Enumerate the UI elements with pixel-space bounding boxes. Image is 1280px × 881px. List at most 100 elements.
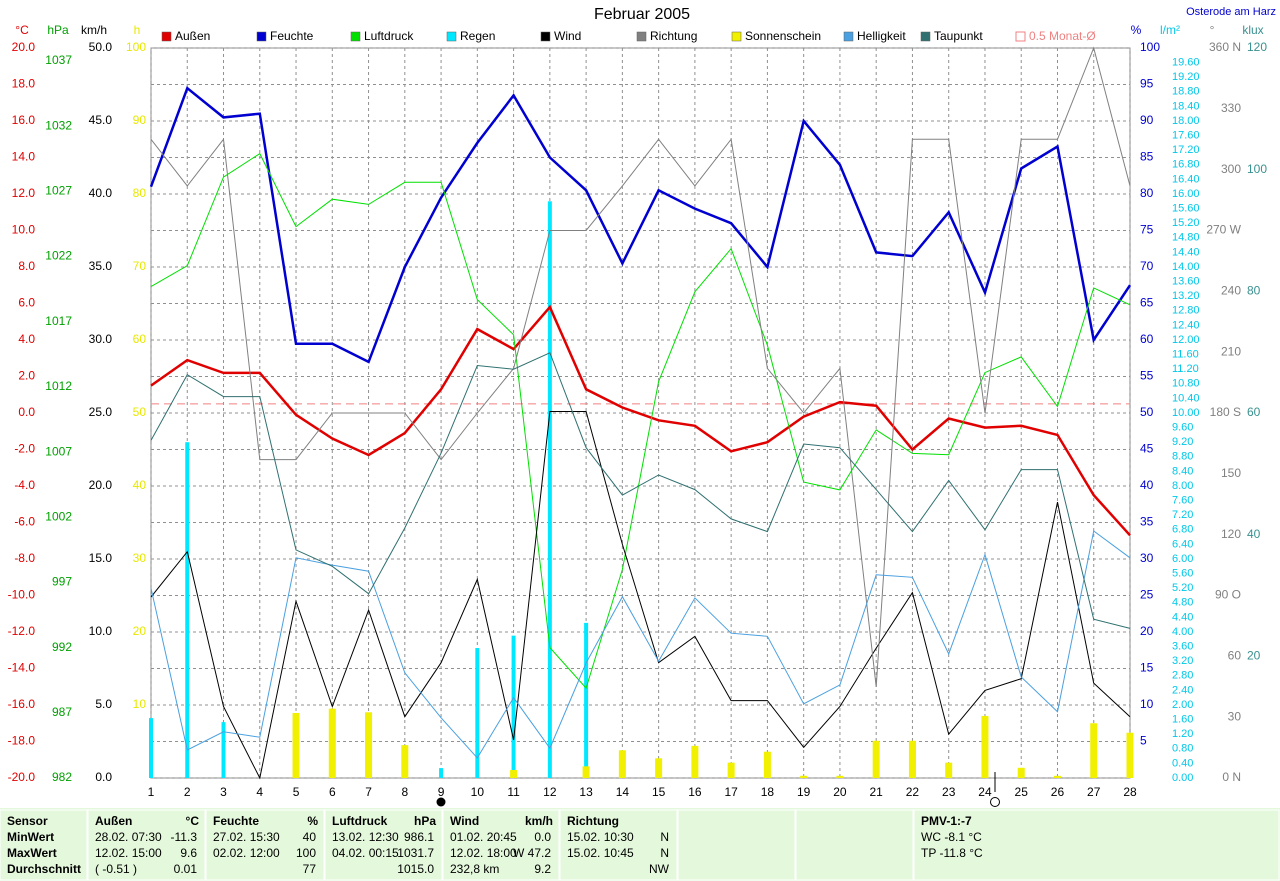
y-tick-label: 19.20	[1172, 71, 1200, 83]
table-header: Richtung	[567, 814, 619, 828]
y-tick-label: 1012	[45, 379, 72, 393]
legend-swatch	[731, 31, 742, 42]
table-column	[0, 809, 88, 881]
y-tick-label: -6.0	[14, 515, 35, 529]
table-column	[559, 809, 678, 881]
y-tick-label: 15.0	[89, 551, 113, 565]
bar	[582, 766, 590, 778]
table-cell: 986.1	[404, 830, 434, 844]
y-tick-label: 2.00	[1172, 699, 1193, 711]
x-tick-label: 10	[471, 785, 485, 799]
chart-title: Februar 2005	[594, 6, 690, 23]
y-tick-label: 11.60	[1172, 349, 1199, 361]
table-cell: TP -11.8 °C	[921, 846, 983, 860]
table-column	[87, 809, 206, 881]
y-tick-label: 14.80	[1172, 232, 1200, 244]
bar	[1090, 723, 1098, 778]
bar	[292, 713, 300, 778]
y-tick-label: 60	[1228, 649, 1242, 663]
y-tick-label: -8.0	[14, 551, 35, 565]
y-tick-label: 90	[133, 113, 147, 127]
y-tick-label: -10.0	[8, 588, 36, 602]
y-tick-label: 10.0	[89, 624, 113, 638]
legend-swatch	[920, 31, 931, 42]
x-tick-label: 22	[906, 785, 920, 799]
line-series	[149, 86, 1132, 364]
y-tick-label: 15	[1140, 661, 1154, 675]
x-tick-label: 24	[978, 785, 992, 799]
y-tick-label: 1022	[45, 249, 72, 263]
y-tick-label: 18.0	[12, 77, 36, 91]
x-tick-label: 27	[1087, 785, 1101, 799]
legend-swatch	[350, 31, 361, 42]
y-tick-label: 2.0	[18, 369, 35, 383]
bar	[872, 740, 880, 778]
legend-label: Richtung	[650, 29, 697, 43]
table-header-unit: °C	[186, 814, 200, 828]
line-series	[150, 411, 1131, 780]
y-tick-label: -16.0	[8, 697, 36, 711]
y-tick-label: 7.20	[1172, 509, 1193, 521]
y-tick-label: 75	[1140, 223, 1154, 237]
y-tick-label: 65	[1140, 296, 1154, 310]
axis-unit: km/h	[81, 23, 107, 37]
x-tick-label: 26	[1051, 785, 1065, 799]
y-tick-label: 60	[133, 332, 147, 346]
bar	[584, 622, 589, 778]
table-cell: 1031.7	[397, 846, 434, 860]
y-tick-label: 18.00	[1172, 115, 1200, 127]
table-cell: 02.02. 12:00	[213, 846, 280, 860]
table-cell: 28.02. 07:30	[95, 830, 162, 844]
line-series	[150, 304, 1131, 537]
x-tick-label: 7	[365, 785, 372, 799]
table-cell: N	[660, 846, 669, 860]
bar	[510, 769, 518, 778]
y-tick-label: 30.0	[89, 332, 113, 346]
table-header: PMV-1:-7	[921, 814, 972, 828]
bar	[511, 635, 516, 778]
table-cell: 04.02. 00:15	[332, 846, 399, 860]
axis-unit: klux	[1242, 23, 1263, 37]
y-tick-label: 10.40	[1172, 392, 1200, 404]
line-series	[150, 352, 1131, 629]
axis-unit: l/m²	[1160, 23, 1180, 37]
y-tick-label: 35.0	[89, 259, 113, 273]
y-tick-label: 3.60	[1172, 641, 1193, 653]
y-tick-label: 45.0	[89, 113, 113, 127]
y-tick-label: 270 W	[1206, 223, 1241, 237]
x-tick-label: 8	[401, 785, 408, 799]
y-tick-label: 987	[52, 705, 72, 719]
x-tick-label: 14	[616, 785, 630, 799]
table-column	[205, 809, 325, 881]
y-tick-label: 330	[1221, 101, 1241, 115]
legend-label: Sonnenschein	[745, 29, 821, 43]
x-tick-label: 18	[761, 785, 775, 799]
table-cell: 12.02. 15:00	[95, 846, 162, 860]
y-tick-label: 240	[1221, 284, 1241, 298]
legend-label: Feuchte	[270, 29, 314, 43]
y-tick-label: 18.40	[1172, 100, 1200, 112]
table-cell: ( -0.51 )	[95, 862, 137, 876]
bar	[945, 762, 953, 778]
table-cell: -11.3	[171, 830, 198, 844]
x-tick-label: 23	[942, 785, 956, 799]
line-series	[150, 530, 1131, 759]
legend-swatch	[843, 31, 854, 42]
new-moon-icon	[436, 797, 446, 807]
y-tick-label: 50.0	[89, 40, 113, 54]
y-tick-label: 70	[133, 259, 147, 273]
y-tick-label: 50	[133, 405, 147, 419]
table-cell-empty	[795, 809, 914, 881]
legend-swatch	[446, 31, 457, 42]
y-tick-label: 18.80	[1172, 86, 1200, 98]
location: Osterode am Harz	[1186, 6, 1276, 18]
y-tick-label: 10	[1140, 697, 1154, 711]
x-tick-label: 25	[1015, 785, 1029, 799]
x-tick-label: 13	[579, 785, 593, 799]
y-tick-label: 30	[1228, 709, 1242, 723]
y-tick-label: -2.0	[14, 442, 35, 456]
y-tick-label: 5.20	[1172, 582, 1193, 594]
legend-label: Regen	[460, 29, 495, 43]
axis-unit: h	[134, 23, 141, 37]
y-tick-label: 40.0	[89, 186, 113, 200]
